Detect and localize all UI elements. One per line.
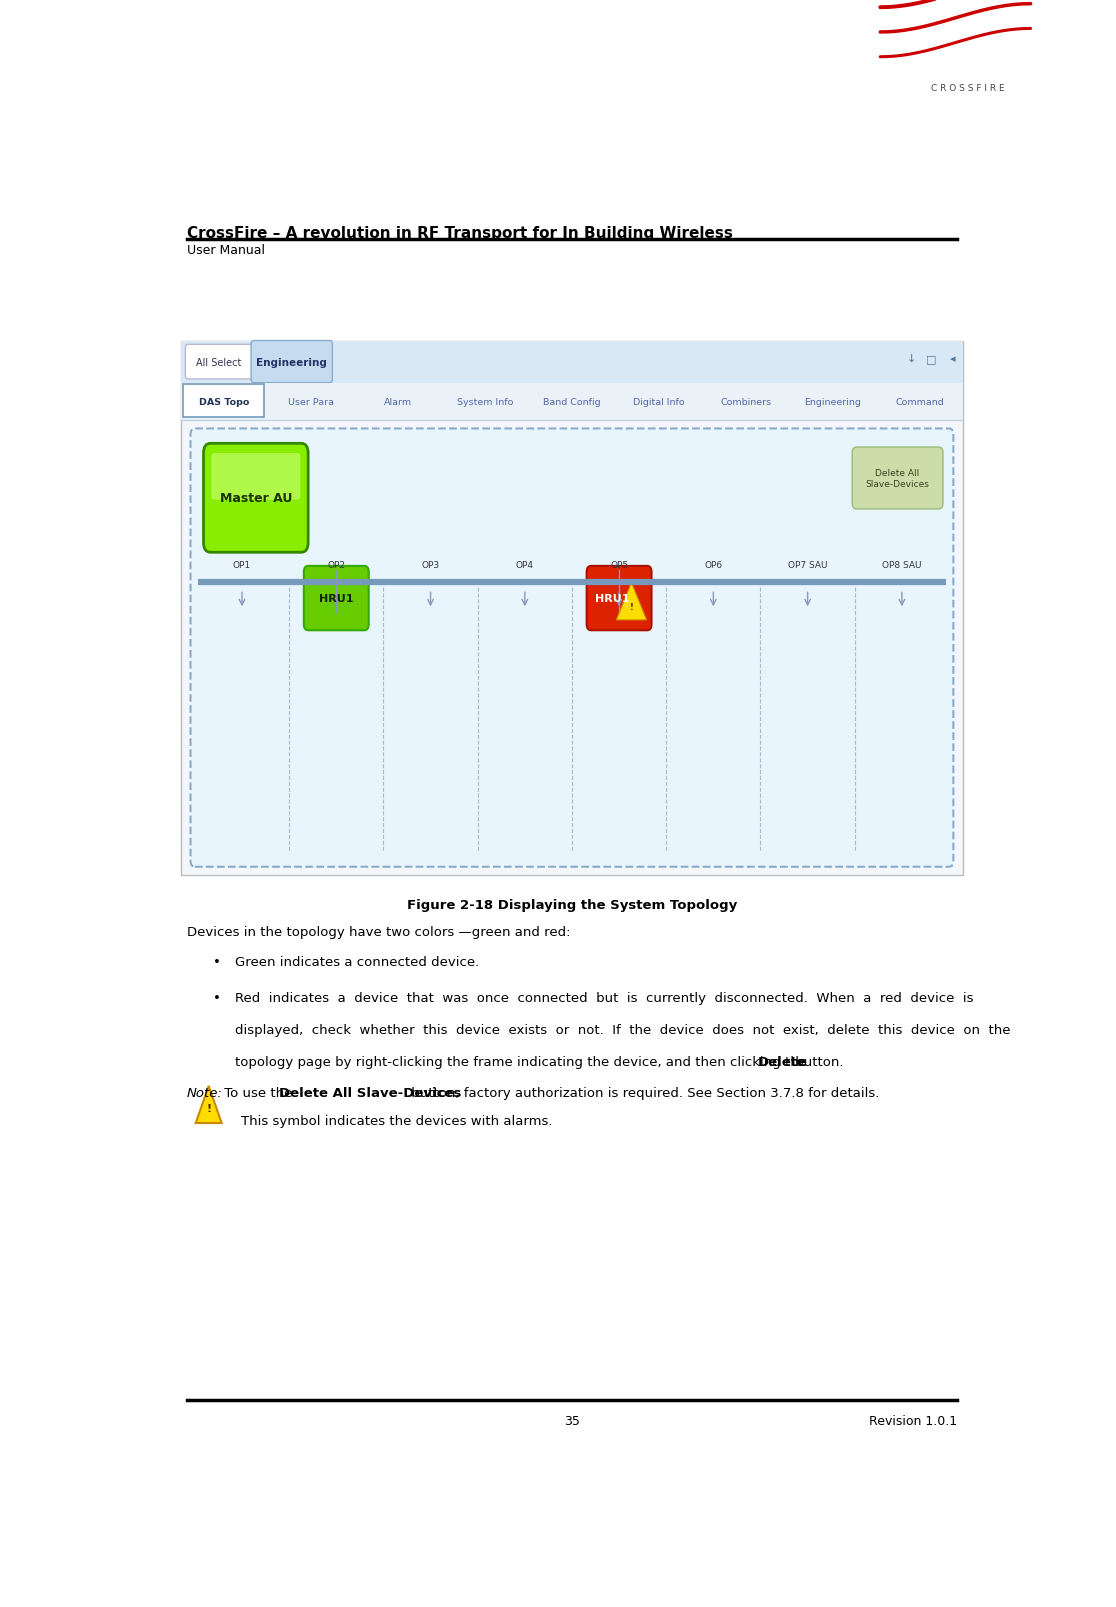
- FancyBboxPatch shape: [185, 346, 253, 379]
- FancyBboxPatch shape: [183, 384, 264, 418]
- Text: Devices in the topology have two colors —green and red:: Devices in the topology have two colors …: [187, 926, 570, 938]
- Text: HRU1: HRU1: [595, 593, 629, 604]
- Text: HRU1: HRU1: [319, 593, 354, 604]
- Text: OP7 SAU: OP7 SAU: [788, 561, 827, 570]
- Text: Delete All
Slave-Devices: Delete All Slave-Devices: [866, 469, 930, 489]
- Text: OP2: OP2: [327, 561, 345, 570]
- FancyBboxPatch shape: [203, 444, 308, 553]
- Text: Green indicates a connected device.: Green indicates a connected device.: [234, 955, 479, 967]
- Text: Digital Info: Digital Info: [633, 397, 684, 407]
- Text: !: !: [629, 603, 634, 612]
- Polygon shape: [195, 1086, 222, 1123]
- Text: Red  indicates  a  device  that  was  once  connected  but  is  currently  disco: Red indicates a device that was once con…: [234, 992, 973, 1004]
- Polygon shape: [616, 583, 646, 620]
- FancyBboxPatch shape: [191, 429, 953, 868]
- Text: •: •: [213, 955, 221, 967]
- Text: OP5: OP5: [610, 561, 628, 570]
- Text: User Para: User Para: [288, 397, 335, 407]
- Text: OP8 SAU: OP8 SAU: [882, 561, 922, 570]
- Text: All Select: All Select: [196, 357, 242, 368]
- Text: 35: 35: [564, 1414, 580, 1427]
- Text: Delete: Delete: [758, 1056, 807, 1069]
- Text: !: !: [206, 1104, 211, 1114]
- Text: To use the: To use the: [220, 1086, 297, 1099]
- Text: button, factory authorization is required. See Section 3.7.8 for details.: button, factory authorization is require…: [406, 1086, 879, 1099]
- Text: OP1: OP1: [233, 561, 251, 570]
- FancyBboxPatch shape: [181, 341, 963, 384]
- FancyBboxPatch shape: [181, 341, 963, 876]
- Text: Combiners: Combiners: [720, 397, 771, 407]
- FancyBboxPatch shape: [211, 453, 300, 500]
- Text: OP3: OP3: [422, 561, 440, 570]
- FancyBboxPatch shape: [251, 341, 333, 384]
- Text: OP6: OP6: [704, 561, 722, 570]
- Text: Engineering: Engineering: [257, 357, 327, 368]
- Text: DAS Topo: DAS Topo: [200, 397, 250, 407]
- Text: Delete All Slave-Devices: Delete All Slave-Devices: [279, 1086, 461, 1099]
- Text: ↓: ↓: [906, 354, 916, 363]
- Text: Note:: Note:: [187, 1086, 223, 1099]
- Text: Figure 2-18 Displaying the System Topology: Figure 2-18 Displaying the System Topolo…: [407, 898, 737, 911]
- Text: •: •: [213, 992, 221, 1004]
- FancyBboxPatch shape: [304, 567, 368, 632]
- Text: □: □: [926, 354, 937, 363]
- Text: Master AU: Master AU: [220, 492, 292, 505]
- FancyBboxPatch shape: [587, 567, 652, 632]
- Text: CrossFire – A revolution in RF Transport for In Building Wireless: CrossFire – A revolution in RF Transport…: [187, 225, 733, 241]
- Text: Command: Command: [895, 397, 944, 407]
- Text: This symbol indicates the devices with alarms.: This symbol indicates the devices with a…: [241, 1115, 552, 1128]
- Text: System Info: System Info: [456, 397, 513, 407]
- Text: Revision 1.0.1: Revision 1.0.1: [868, 1414, 956, 1427]
- Text: ◂: ◂: [950, 354, 955, 363]
- Text: topology page by right-clicking the frame indicating the device, and then clicki: topology page by right-clicking the fram…: [234, 1056, 811, 1069]
- Text: Band Config: Band Config: [543, 397, 600, 407]
- FancyBboxPatch shape: [853, 448, 943, 509]
- Text: C R O S S F I R E: C R O S S F I R E: [932, 84, 1004, 93]
- Text: Engineering: Engineering: [805, 397, 862, 407]
- Text: button.: button.: [791, 1056, 844, 1069]
- Text: User Manual: User Manual: [187, 244, 266, 257]
- Text: displayed,  check  whether  this  device  exists  or  not.  If  the  device  doe: displayed, check whether this device exi…: [234, 1024, 1010, 1037]
- Text: Alarm: Alarm: [384, 397, 412, 407]
- Text: OP4: OP4: [516, 561, 533, 570]
- FancyBboxPatch shape: [181, 384, 963, 421]
